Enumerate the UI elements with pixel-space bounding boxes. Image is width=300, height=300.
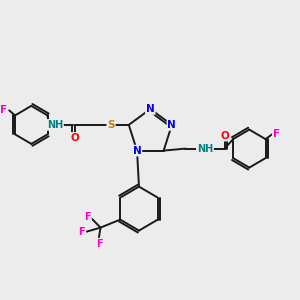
Text: O: O	[220, 130, 229, 141]
Text: NH: NH	[47, 120, 63, 130]
Text: N: N	[146, 104, 155, 114]
Text: S: S	[107, 120, 115, 130]
Text: F: F	[273, 129, 280, 139]
Text: N: N	[133, 146, 141, 156]
Text: F: F	[79, 226, 85, 237]
Text: O: O	[70, 133, 79, 143]
Text: NH: NH	[197, 144, 213, 154]
Text: F: F	[0, 105, 7, 116]
Text: N: N	[167, 120, 176, 130]
Text: F: F	[96, 238, 103, 249]
Text: F: F	[84, 212, 91, 222]
